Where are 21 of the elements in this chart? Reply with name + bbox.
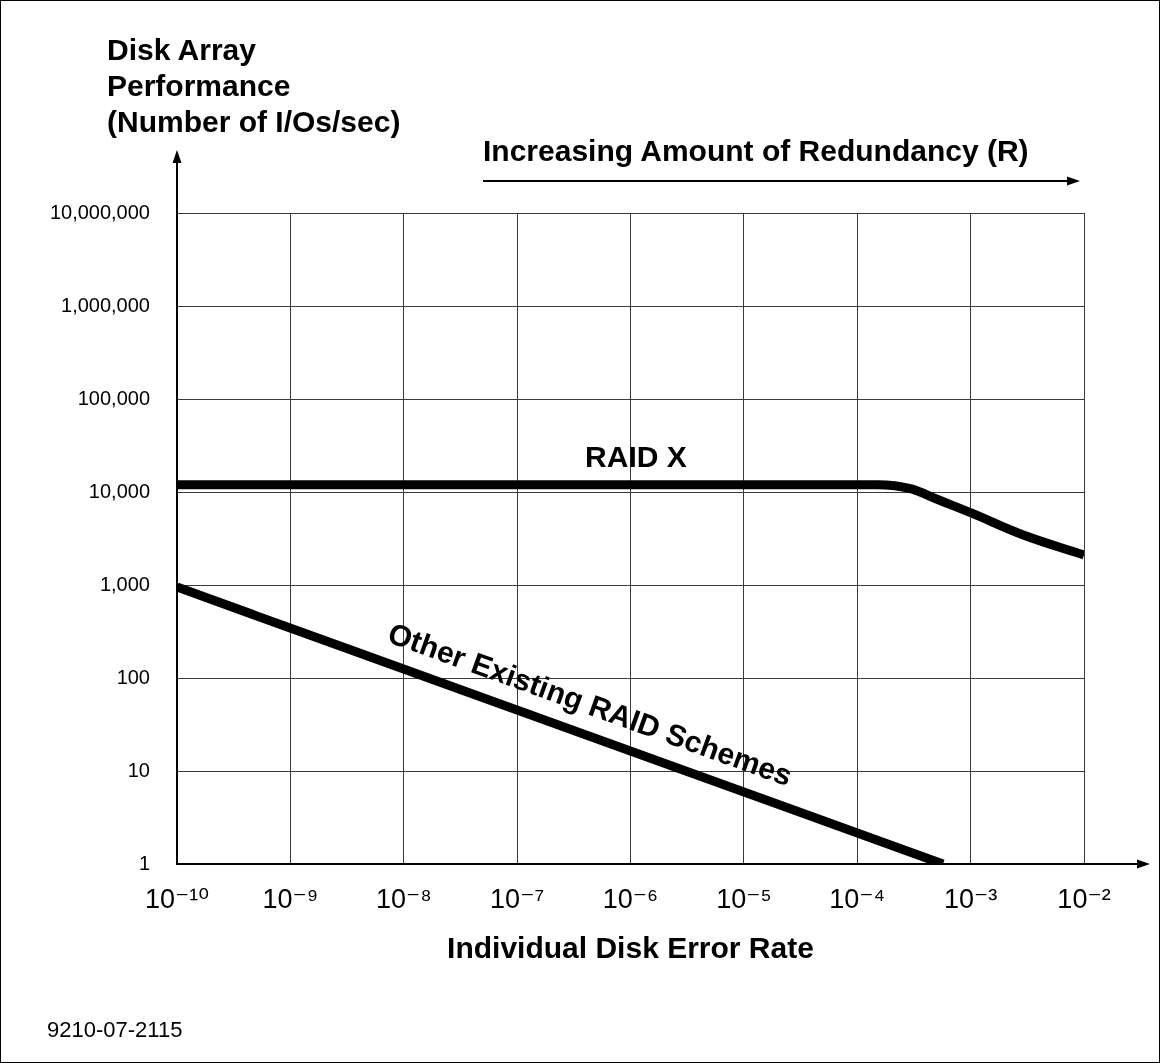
y-tick-label: 10,000 [88,479,150,502]
y-tick-label: 10,000,000 [49,200,150,223]
x-tick-label: 10⁻⁷ [490,883,545,914]
y-tick-label: 100,000 [77,386,150,409]
y-tick-label: 1,000,000 [61,293,150,316]
x-tick-label: 10⁻³ [943,883,998,914]
x-tick-label: 10⁻⁵ [716,883,772,914]
y-tick-label: 10 [127,758,150,781]
x-tick-label: 10⁻⁹ [262,883,319,914]
text: 9210-07-2115 [47,1016,183,1044]
x-tick-label: 10⁻⁴ [829,883,886,914]
text: Increasing Amount of Redundancy (R) [483,133,1029,169]
x-tick-label: 10⁻² [1057,883,1111,914]
y-tick-label: 100 [116,665,150,688]
x-tick-label: 10⁻⁸ [375,883,432,914]
y-axis-title: Disk Array Performance (Number of I/Os/sec) [107,32,401,140]
y-tick-label: 1 [138,851,150,874]
y-tick-label: 1,000 [99,572,150,595]
x-tick-label: 10⁻⁶ [602,883,659,914]
x-axis-title: Individual Disk Error Rate [447,931,814,965]
x-tick-label: 10⁻¹⁰ [144,883,210,914]
